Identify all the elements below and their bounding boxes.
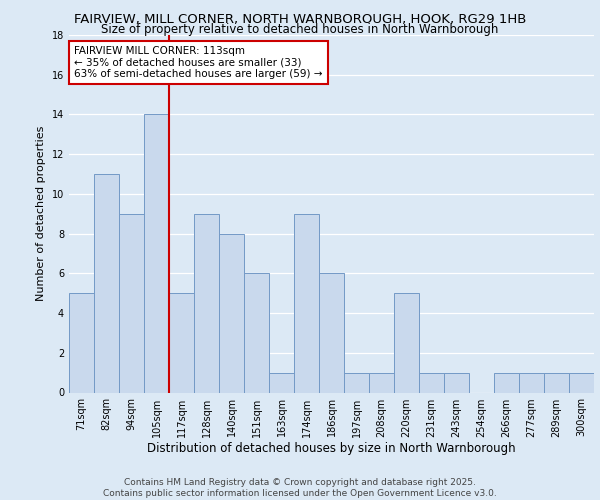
Bar — [119, 214, 144, 392]
Bar — [544, 372, 569, 392]
Bar — [344, 372, 369, 392]
Bar — [194, 214, 219, 392]
Y-axis label: Number of detached properties: Number of detached properties — [36, 126, 46, 302]
Bar — [294, 214, 319, 392]
Bar — [444, 372, 469, 392]
Text: Contains HM Land Registry data © Crown copyright and database right 2025.
Contai: Contains HM Land Registry data © Crown c… — [103, 478, 497, 498]
Text: FAIRVIEW, MILL CORNER, NORTH WARNBOROUGH, HOOK, RG29 1HB: FAIRVIEW, MILL CORNER, NORTH WARNBOROUGH… — [74, 12, 526, 26]
Bar — [394, 293, 419, 392]
Bar — [519, 372, 544, 392]
Bar — [369, 372, 394, 392]
Bar — [319, 274, 344, 392]
Bar — [494, 372, 519, 392]
Bar — [569, 372, 594, 392]
Bar — [419, 372, 444, 392]
Bar — [69, 293, 94, 392]
Bar — [94, 174, 119, 392]
Bar — [169, 293, 194, 392]
Bar — [244, 274, 269, 392]
Text: FAIRVIEW MILL CORNER: 113sqm
← 35% of detached houses are smaller (33)
63% of se: FAIRVIEW MILL CORNER: 113sqm ← 35% of de… — [74, 46, 323, 79]
Bar — [144, 114, 169, 392]
Bar — [269, 372, 294, 392]
X-axis label: Distribution of detached houses by size in North Warnborough: Distribution of detached houses by size … — [147, 442, 516, 456]
Bar — [219, 234, 244, 392]
Text: Size of property relative to detached houses in North Warnborough: Size of property relative to detached ho… — [101, 22, 499, 36]
